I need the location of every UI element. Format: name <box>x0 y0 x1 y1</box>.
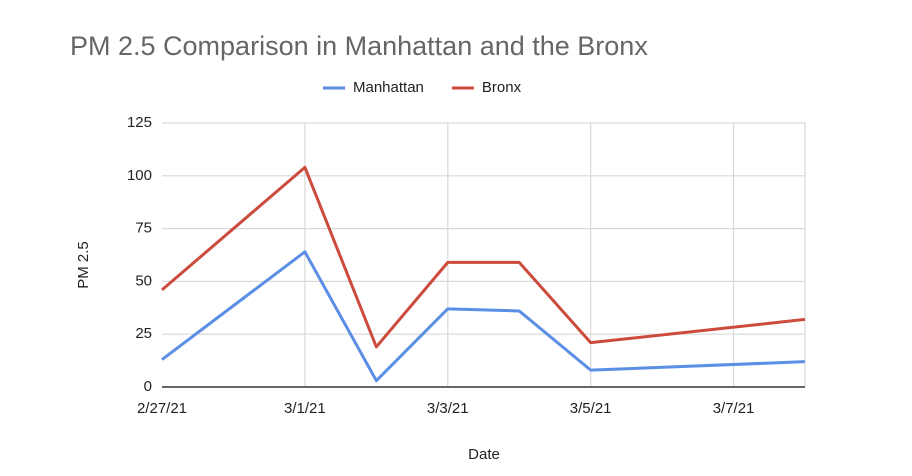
chart-title: PM 2.5 Comparison in Manhattan and the B… <box>70 31 648 61</box>
y-tick-label: 125 <box>127 114 152 131</box>
x-tick-label: 3/5/21 <box>570 400 612 417</box>
x-tick-label: 3/7/21 <box>713 400 755 417</box>
y-tick-label: 0 <box>144 378 152 395</box>
y-tick-label: 25 <box>135 325 152 342</box>
x-tick-label: 3/1/21 <box>284 400 326 417</box>
y-tick-label: 75 <box>135 220 152 237</box>
legend-label: Manhattan <box>353 79 424 96</box>
y-axis-label: PM 2.5 <box>75 241 92 289</box>
series-line <box>161 250 806 383</box>
x-axis-label: Date <box>468 446 500 463</box>
y-tick-label: 100 <box>127 167 152 184</box>
series-line <box>161 165 806 349</box>
x-tick-label: 2/27/21 <box>137 400 187 417</box>
x-tick-label: 3/3/21 <box>427 400 469 417</box>
y-tick-label: 50 <box>135 272 152 289</box>
legend-label: Bronx <box>482 79 522 96</box>
